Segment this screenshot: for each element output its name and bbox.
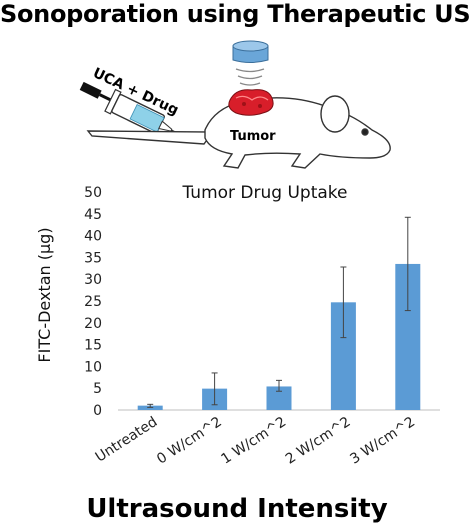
y-tick-label: 25 xyxy=(84,294,102,310)
y-axis-label: FITC-Dextan (μg) xyxy=(35,227,54,362)
chart-title: Tumor Drug Uptake xyxy=(182,183,348,203)
error-bar xyxy=(147,403,154,408)
bar xyxy=(266,386,292,410)
y-tick-label: 50 xyxy=(84,185,102,201)
x-tick-label: 3 W/cm^2 xyxy=(347,414,418,468)
x-tick-label: 0 W/cm^2 xyxy=(154,414,225,468)
error-bar xyxy=(404,216,411,312)
y-tick-label: 10 xyxy=(84,359,102,375)
tumor-label: Tumor xyxy=(230,129,276,144)
y-tick-label: 20 xyxy=(84,316,102,332)
x-tick-label: 2 W/cm^2 xyxy=(283,414,354,468)
y-tick-label: 30 xyxy=(84,272,102,288)
mouse-illustration: UCA + Drug Tumor xyxy=(79,40,391,169)
x-tick-label: 1 W/cm^2 xyxy=(218,414,289,468)
error-bar xyxy=(211,372,218,406)
error-bar xyxy=(276,379,282,392)
x-tick-label: Untreated xyxy=(93,414,161,466)
syringe-icon xyxy=(79,81,194,142)
y-tick-label: 35 xyxy=(84,250,102,266)
error-bar xyxy=(340,266,347,339)
y-tick-label: 40 xyxy=(84,229,102,245)
bar-chart: Tumor Drug Uptake FITC-Dextan (μg) 0 5 10 1… xyxy=(35,183,440,468)
y-tick-label: 45 xyxy=(84,207,102,223)
tumor-icon xyxy=(228,89,274,116)
y-tick-label: 15 xyxy=(84,338,102,354)
y-tick-label: 0 xyxy=(93,403,102,419)
figure-headline: Sonoporation using Therapeutic US xyxy=(0,0,471,28)
x-axis-label: Ultrasound Intensity xyxy=(86,494,388,524)
y-tick-label: 5 xyxy=(93,381,102,397)
ultrasound-transducer-icon xyxy=(232,40,269,86)
